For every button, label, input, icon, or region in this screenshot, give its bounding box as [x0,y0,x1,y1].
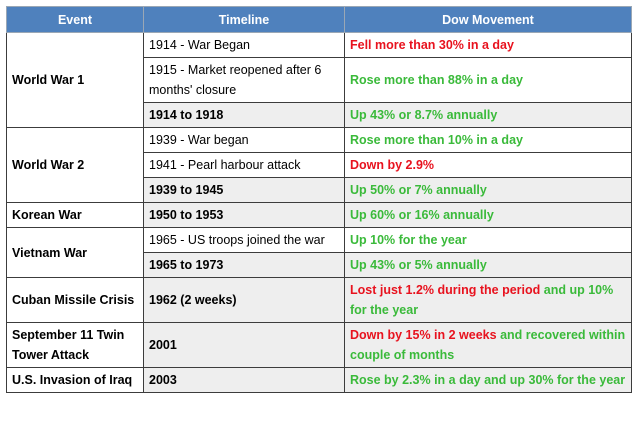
dow-text-up: and up 10% for the year [350,283,614,317]
dow-cell: Down by 2.9% [344,152,632,178]
timeline-cell: 2003 [143,367,345,393]
header-timeline: Timeline [143,6,345,33]
event-cell: September 11 Twin Tower Attack [6,322,144,368]
event-cell: World War 1 [6,32,144,128]
timeline-cell: 1941 - Pearl harbour attack [143,152,345,178]
table-row: September 11 Twin Tower Attack 2001 Down… [6,322,632,368]
events-table: Event Timeline Dow Movement World War 1 … [6,6,632,393]
dow-text: Up 43% or 5% annually [350,258,487,272]
dow-text-down: Down by 15% in 2 weeks [350,328,497,342]
header-event: Event [6,6,144,33]
table-row: Cuban Missile Crisis 1962 (2 weeks) Lost… [6,277,632,323]
table-row: 1914 to 1918 Up 43% or 8.7% annually [7,102,632,128]
table-row: 1939 to 1945 Up 50% or 7% annually [7,177,632,203]
dow-cell: Lost just 1.2% during the period and up … [344,277,632,323]
event-cell: World War 2 [6,127,144,203]
dow-text: Up 43% or 8.7% annually [350,108,498,122]
table-row: U.S. Invasion of Iraq 2003 Rose by 2.3% … [6,367,632,393]
table-row: World War 2 1939 - War began Rose more t… [6,127,632,203]
timeline-cell: 1962 (2 weeks) [143,277,345,323]
dow-text: Rose by 2.3% in a day and up 30% for the… [350,373,626,387]
table-row: 1915 - Market reopened after 6 months' c… [7,57,632,103]
timeline-cell: 1965 to 1973 [143,252,345,278]
table-row: World War 1 1914 - War Began Fell more t… [6,32,632,128]
dow-text: Rose more than 10% in a day [350,133,523,147]
timeline-cell: 1939 to 1945 [143,177,345,203]
dow-cell: Fell more than 30% in a day [344,32,632,58]
timeline-cell: 1915 - Market reopened after 6 months' c… [143,57,345,103]
table-row: 1965 to 1973 Up 43% or 5% annually [7,252,632,278]
dow-text-up: and recovered within couple of months [350,328,626,362]
header-dow-movement: Dow Movement [344,6,632,33]
event-cell: Cuban Missile Crisis [6,277,144,323]
dow-text: Rose more than 88% in a day [350,73,523,87]
dow-text: Down by 2.9% [350,158,435,172]
event-cell: U.S. Invasion of Iraq [6,367,144,393]
timeline-cell: 1939 - War began [143,127,345,153]
timeline-cell: 1965 - US troops joined the war [143,227,345,253]
dow-cell: Up 60% or 16% annually [344,202,632,228]
table-row: Vietnam War 1965 - US troops joined the … [6,227,632,278]
dow-cell: Down by 15% in 2 weeks and recovered wit… [344,322,632,368]
dow-cell: Rose by 2.3% in a day and up 30% for the… [344,367,632,393]
dow-cell: Up 43% or 5% annually [344,252,632,278]
timeline-cell: 1950 to 1953 [143,202,345,228]
timeline-cell: 2001 [143,322,345,368]
dow-cell: Up 50% or 7% annually [344,177,632,203]
event-cell: Korean War [6,202,144,228]
dow-cell: Rose more than 10% in a day [344,127,632,153]
dow-cell: Up 10% for the year [344,227,632,253]
dow-cell: Rose more than 88% in a day [344,57,632,103]
table-row: Korean War 1950 to 1953 Up 60% or 16% an… [6,202,632,228]
dow-text: Fell more than 30% in a day [350,38,514,52]
event-cell: Vietnam War [6,227,144,278]
dow-text: Up 10% for the year [350,233,467,247]
dow-cell: Up 43% or 8.7% annually [344,102,632,128]
timeline-cell: 1914 to 1918 [143,102,345,128]
header-row: Event Timeline Dow Movement [6,6,632,33]
dow-text: Up 50% or 7% annually [350,183,487,197]
timeline-cell: 1914 - War Began [143,32,345,58]
dow-text: Up 60% or 16% annually [350,208,494,222]
dow-text-down: Lost just 1.2% during the period [350,283,541,297]
